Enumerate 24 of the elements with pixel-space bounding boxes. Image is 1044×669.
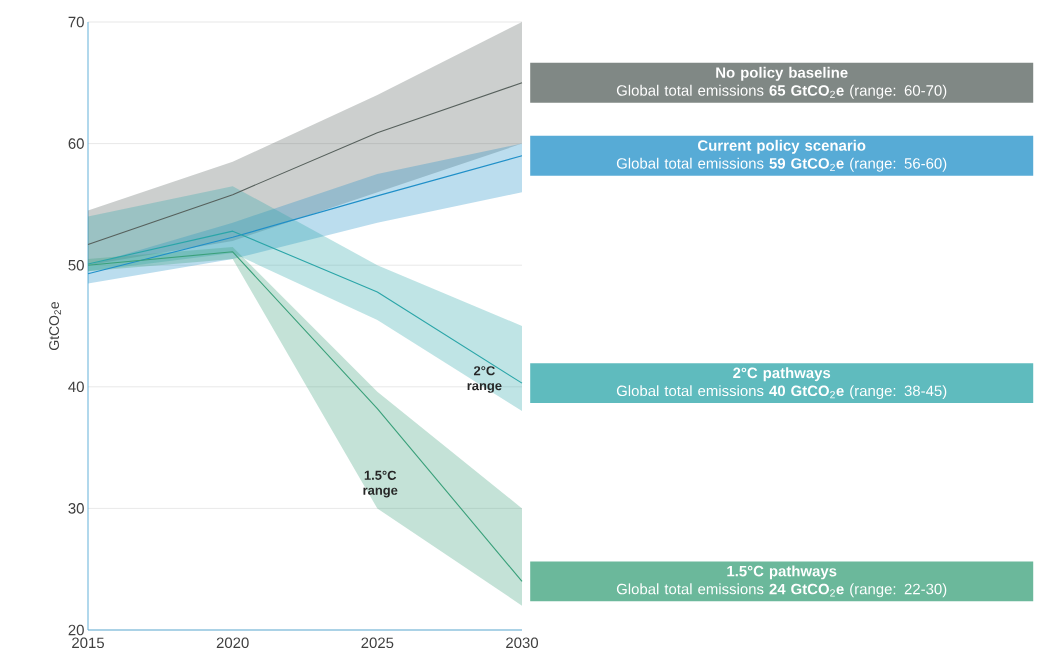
text: No policy baseline: [716, 66, 848, 81]
y-tick-label: 50: [68, 259, 84, 271]
x-tick-label: 2030: [506, 637, 539, 649]
text: Global total emissions 24 GtCO$_{2}$e (range: 22-30): [616, 583, 947, 598]
x-tick-label: 2025: [361, 637, 394, 649]
y-tick-label: 40: [68, 381, 84, 393]
annotation: 2°C range: [467, 366, 502, 393]
text: 2°C pathways: [733, 367, 831, 382]
y-axis-title: GtCO$_{2}$e: [49, 301, 62, 350]
text: 1.5°C pathways: [727, 565, 837, 580]
x-tick-label: 2015: [72, 637, 104, 649]
annotation: 1.5°C range: [363, 470, 398, 498]
text: Global total emissions 40 GtCO$_{2}$e (range: 38-45): [616, 385, 947, 400]
line-series: [87, 82, 523, 246]
y-tick-label: 20: [68, 624, 84, 636]
text: Global total emissions 59 GtCO$_{2}$e (range: 56-60): [616, 157, 947, 172]
y-tick-label: 70: [68, 16, 84, 28]
text: Global total emissions 65 GtCO$_{2}$e (range: 60-70): [616, 84, 947, 99]
line-series: [87, 230, 523, 384]
line-series: [87, 155, 523, 275]
x-tick-label: 2020: [216, 637, 249, 649]
y-tick-label: 30: [68, 503, 84, 514]
text: Current policy scenario: [698, 139, 866, 154]
y-tick-label: 60: [68, 138, 84, 149]
